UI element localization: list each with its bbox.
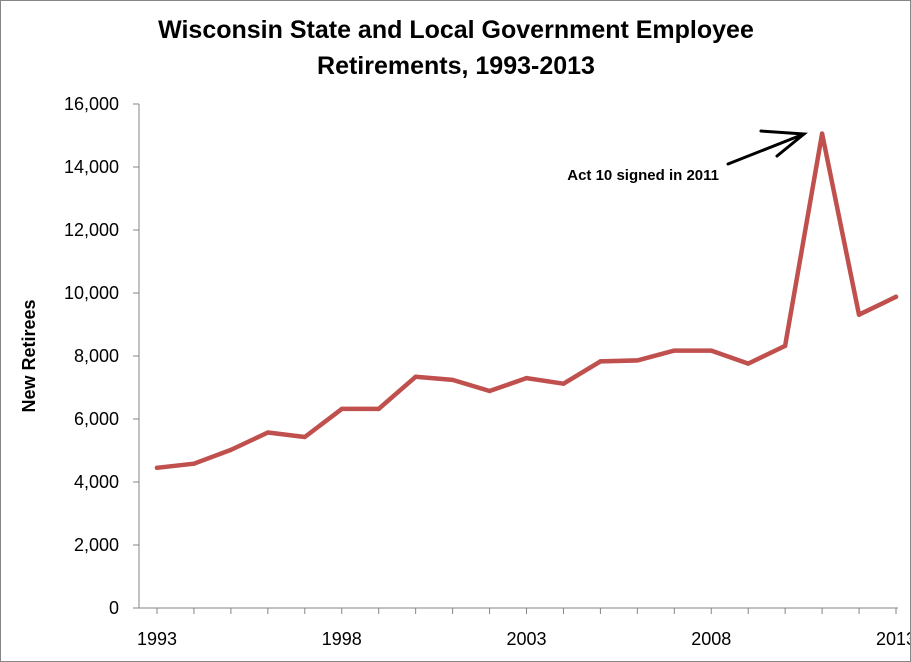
- y-tick-label: 2,000: [74, 535, 119, 555]
- chart-title-line-1: Wisconsin State and Local Government Emp…: [158, 16, 754, 44]
- data-point: [746, 361, 751, 366]
- annotation-act-10-text: Act 10 signed in 2011: [567, 167, 719, 184]
- annotation-arrow: [726, 129, 808, 166]
- x-tick-label: 2008: [691, 629, 731, 649]
- y-tick-label: 6,000: [74, 409, 119, 429]
- series-points: [154, 131, 899, 471]
- data-point: [376, 406, 381, 412]
- data-point: [302, 434, 307, 440]
- y-tick-label: 8,000: [74, 346, 119, 366]
- data-point: [856, 312, 862, 317]
- x-tick-label: 2013: [876, 629, 910, 649]
- data-point: [561, 381, 566, 386]
- data-point: [819, 131, 825, 136]
- y-tick-label: 16,000: [64, 94, 119, 114]
- data-point: [339, 406, 344, 412]
- data-point: [709, 348, 714, 353]
- x-tick-label: 1998: [322, 629, 362, 649]
- data-point: [487, 388, 492, 394]
- y-axis-ticks: 0 2,000 4,000 6,000 8,000 10,000 12,000 14,000 1…: [64, 94, 139, 618]
- x-tick-label: 1993: [137, 629, 177, 649]
- data-point: [893, 294, 899, 299]
- y-tick-label: 0: [109, 598, 119, 618]
- y-tick-label: 14,000: [64, 157, 119, 177]
- data-point: [191, 461, 197, 466]
- data-point: [450, 377, 455, 383]
- data-point: [154, 465, 160, 471]
- data-point: [598, 359, 603, 364]
- data-point: [228, 447, 234, 453]
- data-point: [524, 375, 529, 381]
- y-axis-label: New Retirees: [19, 299, 39, 412]
- data-point: [265, 430, 271, 435]
- data-point: [782, 343, 788, 349]
- y-tick-label: 12,000: [64, 220, 119, 240]
- data-point: [635, 358, 640, 363]
- x-axis-ticks: 1993 1998 2003 2008 2013: [137, 608, 910, 649]
- y-tick-label: 10,000: [64, 283, 119, 303]
- data-point: [413, 374, 418, 379]
- data-point: [672, 348, 677, 353]
- chart-title-line-2: Retirements, 1993-2013: [317, 52, 595, 80]
- series-line-new-retirees: [154, 131, 899, 471]
- y-tick-label: 4,000: [74, 472, 119, 492]
- x-tick-label: 2003: [506, 629, 546, 649]
